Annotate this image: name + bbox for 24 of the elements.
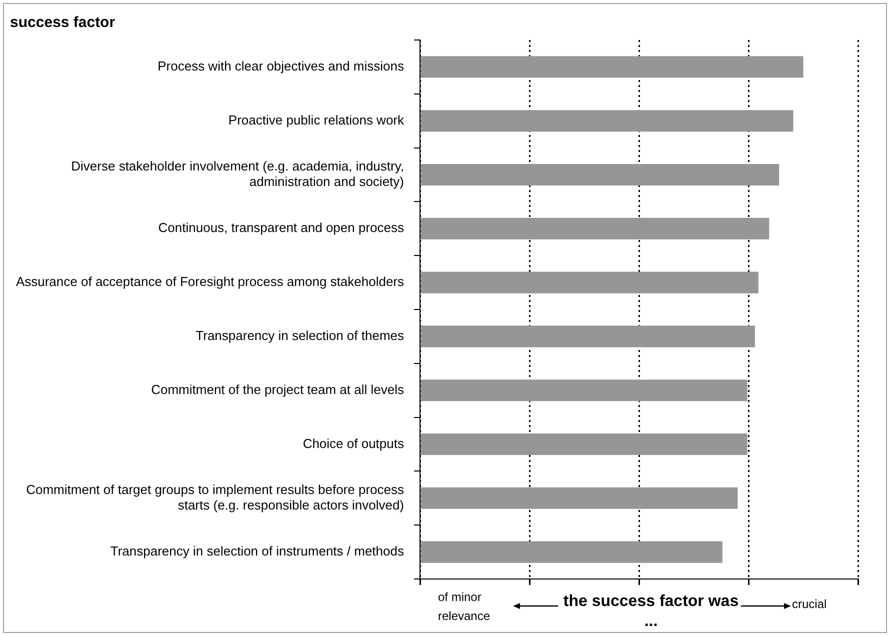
bar [420,218,770,240]
bar [420,272,758,294]
text: success factor [10,14,116,32]
y-tick-label: Choice of outputs [302,436,404,451]
y-tick-label: Commitment of target groups to implement results before process starts (e.g. responsible actors involved) [26,482,404,513]
text: crucial [792,597,828,611]
y-tick-label: Process with clear objectives and missions [158,58,404,74]
bar [420,164,780,186]
y-tick-label: Commitment of the project team at all levels [151,382,404,397]
y-tick-label: Diverse stakeholder involvement (e.g. academia, industry, administration and society) [71,158,404,190]
y-tick-label: Continuous, transparent and open process [158,220,404,236]
y-tick-label: Assurance of acceptance of Foresight process among stakeholders [16,274,404,290]
y-tick-label: Transparency in selection of themes [196,328,404,344]
bar [420,326,755,348]
bar [420,380,748,402]
bar [420,110,794,132]
bar [420,433,748,456]
text: of minor relevance [438,589,492,625]
bar [420,541,722,563]
y-tick-label: Proactive public relations work [228,112,404,128]
y-tick-label: Transparency in selection of instruments / methods [110,544,404,559]
bar [420,487,738,509]
x-axis-title: the success factor was ... [562,592,740,632]
bar [420,56,804,78]
